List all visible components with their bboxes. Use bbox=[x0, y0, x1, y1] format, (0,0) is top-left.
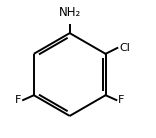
Text: Cl: Cl bbox=[119, 43, 130, 53]
Text: F: F bbox=[15, 95, 22, 105]
Text: F: F bbox=[118, 95, 124, 105]
Text: NH₂: NH₂ bbox=[59, 6, 82, 19]
